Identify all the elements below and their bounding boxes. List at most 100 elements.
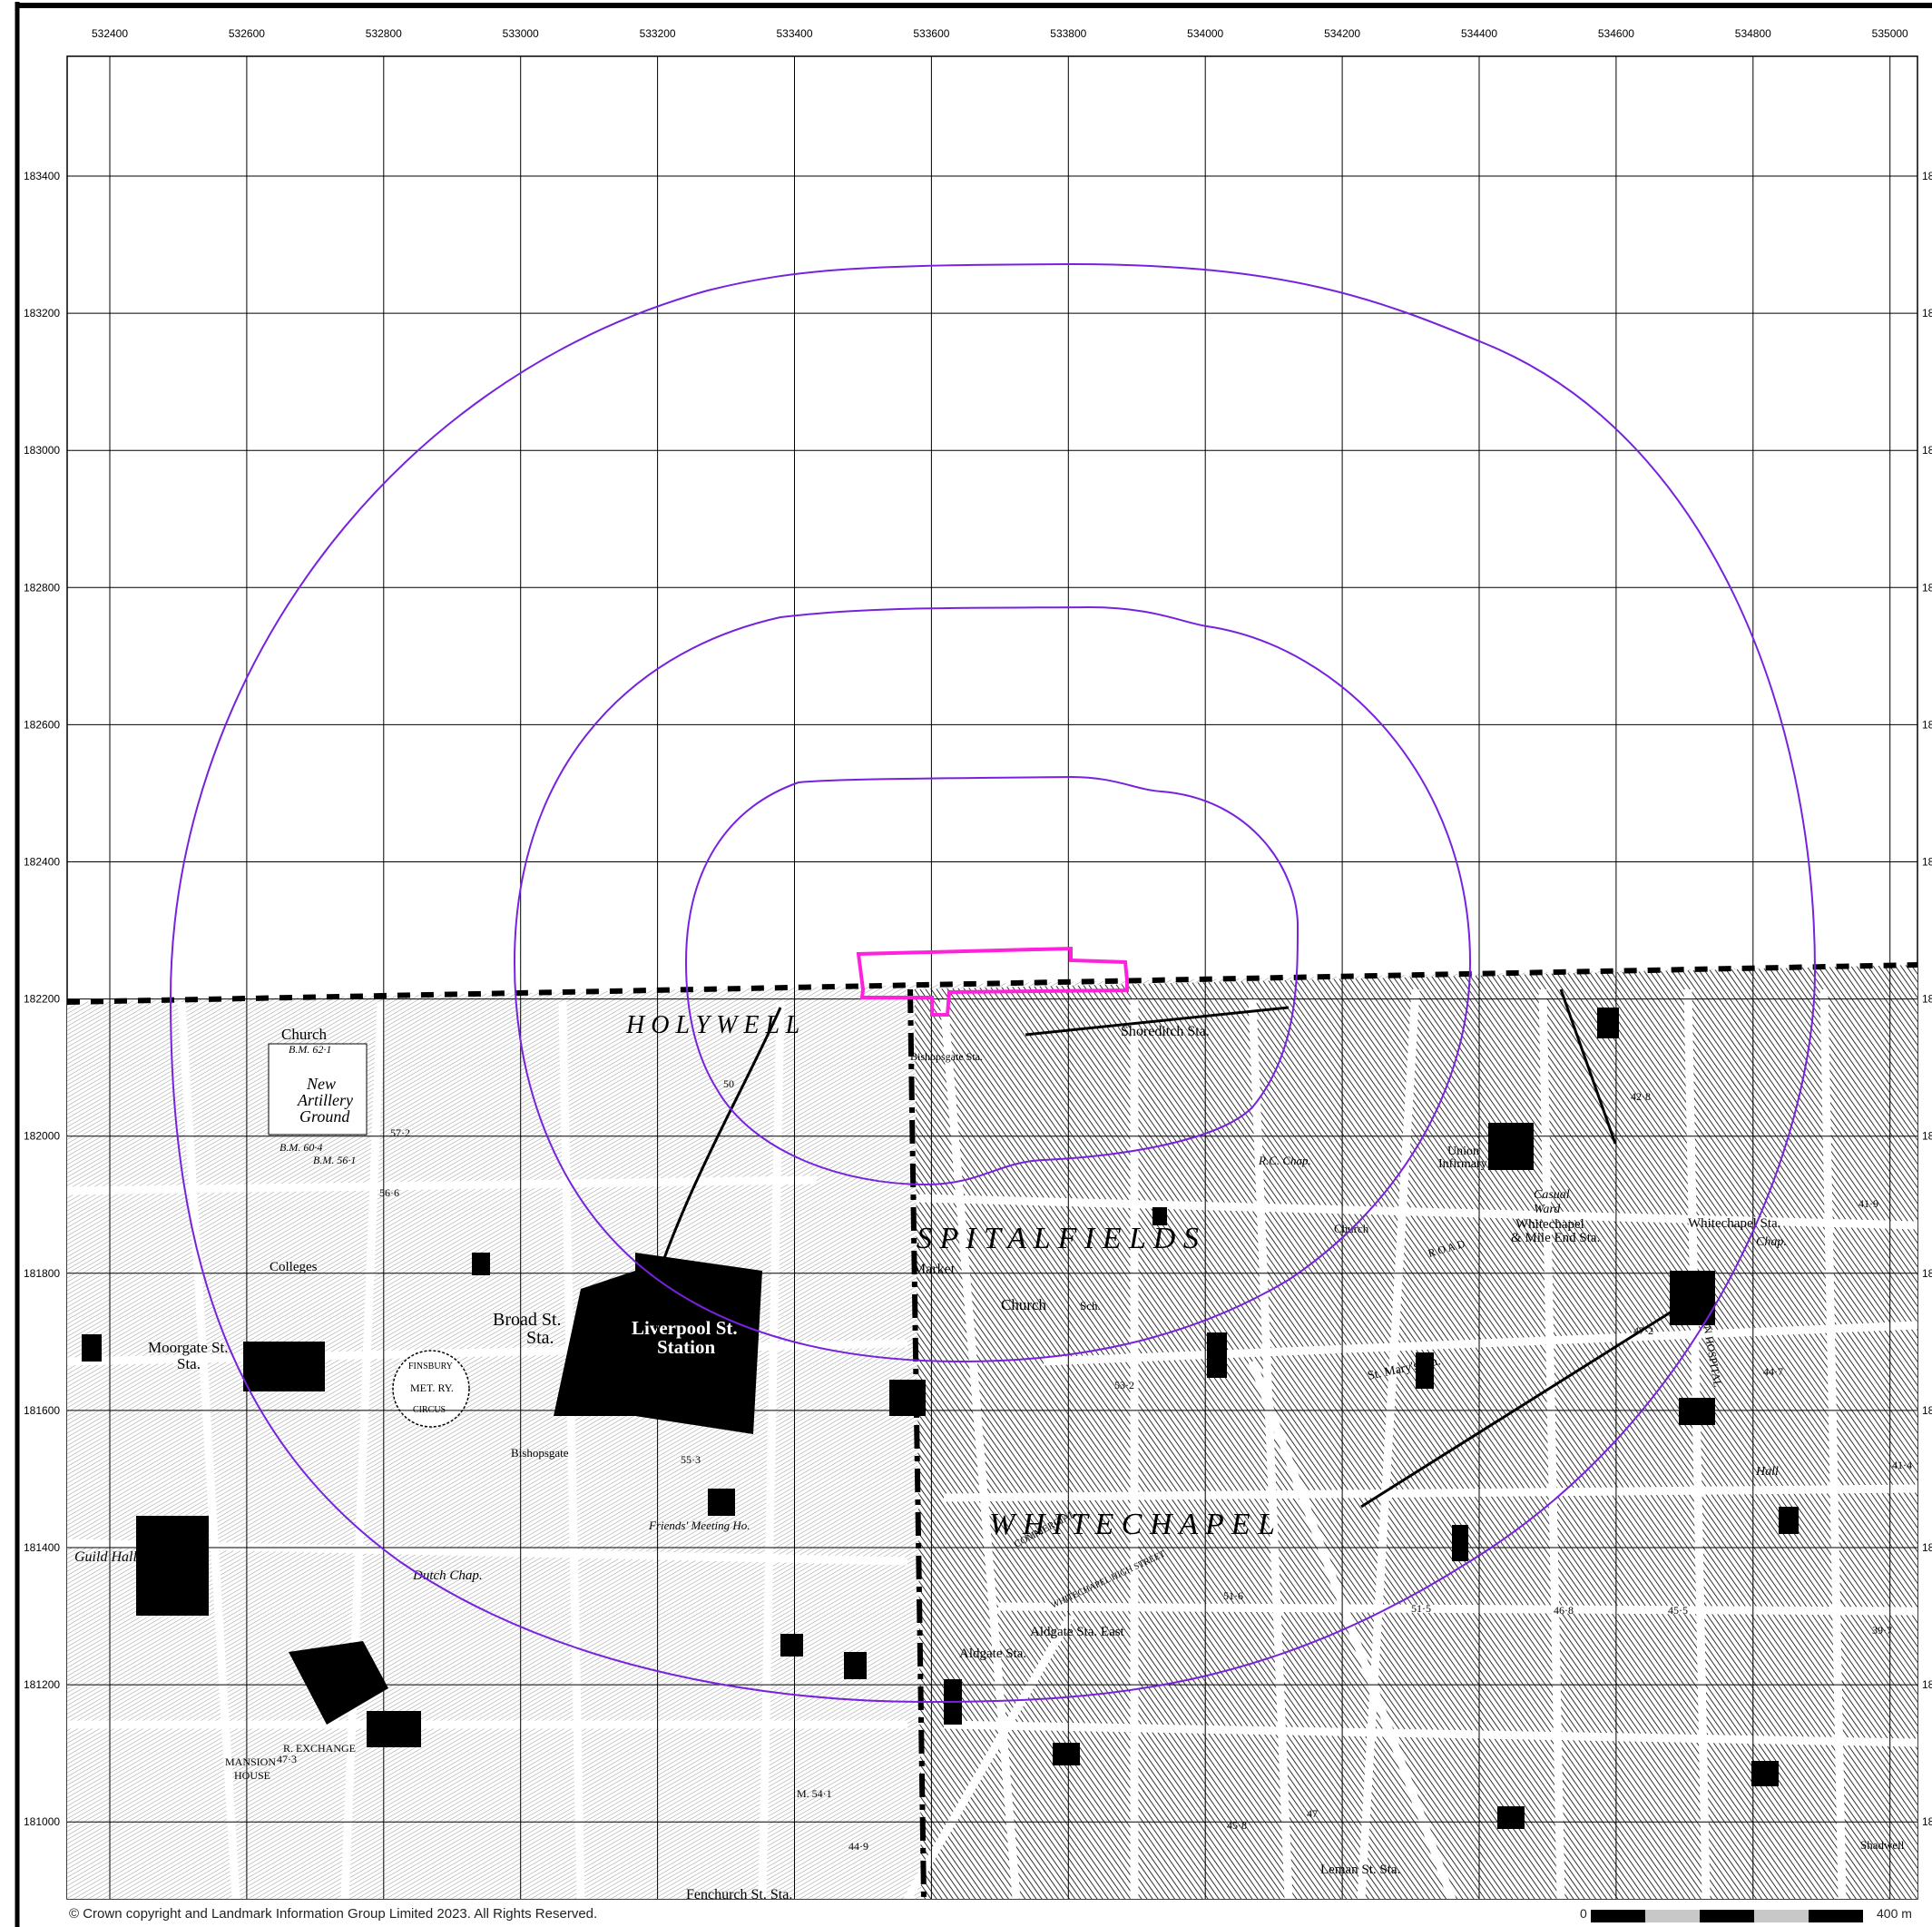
label-mansion-2: HOUSE: [234, 1769, 270, 1782]
label-shoreditch: Shoreditch Sta.: [1121, 1024, 1210, 1039]
label-rc-chap: R.C. Chap.: [1258, 1154, 1311, 1167]
spot-height-8: 55·3: [681, 1453, 701, 1466]
label-colleges: Colleges: [270, 1260, 318, 1274]
spot-height-20: 56·6: [379, 1186, 399, 1199]
label-holywell: H O L Y W E L L: [625, 1011, 799, 1039]
label-shadwell: Shadwell: [1860, 1838, 1905, 1852]
easting-label: 532400: [92, 27, 128, 40]
easting-label: 533600: [913, 27, 949, 40]
northing-label-right: 18: [1922, 1404, 1932, 1417]
northing-label-right: 18: [1922, 1130, 1932, 1143]
label-bm-w1: B.M. 60·4: [280, 1141, 322, 1154]
northing-label-right: 18: [1922, 444, 1932, 457]
label-moorgate: Moorgate St.: [148, 1339, 228, 1356]
map-base-east: [915, 965, 1917, 1899]
label-dutch-chap: Dutch Chap.: [412, 1568, 483, 1583]
label-exchange: R. EXCHANGE: [283, 1742, 356, 1755]
spot-height-17: 51·5: [1411, 1602, 1431, 1615]
easting-label: 534600: [1598, 27, 1634, 40]
label-broad-sta: Sta.: [526, 1328, 554, 1348]
easting-label: 533800: [1050, 27, 1086, 40]
northing-label: 182600: [24, 718, 60, 731]
road-network: [67, 988, 1917, 1899]
spot-height-11: M. 54·1: [797, 1787, 832, 1800]
buffer-ring-outer: [169, 262, 1817, 1704]
label-church-mid: Church: [1001, 1296, 1047, 1313]
label-bm-w2: B.M. 56·1: [313, 1154, 356, 1166]
spot-height-6: 47·3: [277, 1753, 297, 1765]
northing-label: 181400: [24, 1541, 60, 1554]
spot-height-3: 45·5: [1668, 1604, 1688, 1617]
easting-label: 532800: [366, 27, 402, 40]
label-moorgate-sta: Sta.: [177, 1355, 201, 1372]
spot-height-7: 49·6: [603, 1391, 623, 1403]
parish-boundary: [907, 988, 927, 1899]
easting-label: 534200: [1324, 27, 1360, 40]
spot-height-13: 39·7: [1872, 1624, 1892, 1637]
label-hall: Hall: [1755, 1465, 1779, 1479]
northing-label: 182800: [24, 581, 60, 594]
label-artillery-1: New: [306, 1075, 336, 1093]
label-aldgate-east: Aldgate Sta. East: [1030, 1625, 1125, 1639]
northing-label: 181000: [24, 1815, 60, 1828]
northing-label: 183400: [24, 170, 60, 182]
spot-height-12: 44·7: [1763, 1365, 1783, 1378]
spot-height-10: 42·8: [1631, 1090, 1651, 1103]
spot-height-16: 50: [723, 1077, 734, 1090]
label-fenchurch: Fenchurch St. Sta.: [686, 1887, 792, 1902]
scale-bar: [1591, 1910, 1863, 1922]
northing-label: 182400: [24, 856, 60, 869]
easting-label: 534400: [1461, 27, 1497, 40]
northing-label-right: 18: [1922, 307, 1932, 320]
spot-height-14: 47: [1307, 1807, 1318, 1820]
northing-label: 181800: [24, 1267, 60, 1280]
label-bm-e: 41·9: [1858, 1197, 1878, 1210]
label-artillery-2: Artillery: [297, 1091, 353, 1109]
spot-height-18: 41·4: [1892, 1459, 1912, 1471]
historical-map-layer: H O L Y W E L L S P I T A L F I E L D S …: [67, 962, 1917, 1902]
easting-label: 535000: [1872, 27, 1908, 40]
easting-label: 533000: [503, 27, 539, 40]
spot-height-2: 46·8: [1554, 1604, 1574, 1617]
northing-label: 181200: [24, 1678, 60, 1691]
northing-label-right: 18: [1922, 1678, 1932, 1691]
northing-label: 182000: [24, 1130, 60, 1143]
easting-label: 534800: [1735, 27, 1771, 40]
easting-label: 532600: [229, 27, 265, 40]
label-artillery-3: Ground: [299, 1107, 350, 1126]
easting-label: 533400: [776, 27, 812, 40]
label-whitechapel-me: Whitechapel: [1515, 1217, 1584, 1232]
grid-labels: 532400 532600 532800 533000 533200 533400 5336…: [24, 27, 1932, 1828]
label-leman: Leman St. Sta.: [1320, 1863, 1400, 1877]
label-bishopsgate-sta: Bishopsgate Sta.: [910, 1050, 983, 1063]
label-bishopsgate: Bishopsgate: [511, 1446, 569, 1460]
label-casual-2: Ward: [1534, 1203, 1561, 1216]
label-casual-1: Casual: [1534, 1188, 1570, 1202]
spot-height-5: 44·9: [848, 1840, 868, 1853]
northing-label-right: 18: [1922, 856, 1932, 869]
label-mansion-1: MANSION: [225, 1755, 276, 1768]
northing-label-right: 18: [1922, 1541, 1932, 1554]
northing-label-right: 18: [1922, 1267, 1932, 1280]
northing-label: 182200: [24, 993, 60, 1006]
buffer-ring-middle: [513, 605, 1472, 1363]
railway-lines: [652, 988, 1680, 1509]
northing-label-right: 18: [1922, 170, 1932, 182]
label-chap-e: Chap.: [1756, 1235, 1787, 1249]
map-labels: H O L Y W E L L S P I T A L F I E L D S …: [74, 1011, 1912, 1902]
scale-end-label: 400 m: [1877, 1906, 1912, 1921]
northing-label-right: 18: [1922, 581, 1932, 594]
building-blocks: [82, 1008, 1799, 1829]
spot-height-1: 53·2: [1114, 1379, 1134, 1391]
label-aldgate: Aldgate Sta.: [959, 1647, 1026, 1661]
buffer-rings: [169, 262, 1817, 1704]
label-guildhall: Guild Hall: [74, 1549, 137, 1565]
spot-height-4: 51·6: [1223, 1589, 1243, 1602]
label-liverpool-station: Station: [657, 1336, 716, 1358]
northing-label: 181600: [24, 1404, 60, 1417]
label-spitalfields: S P I T A L F I E L D S: [917, 1222, 1199, 1255]
spot-height-9: 57·2: [390, 1126, 410, 1139]
northing-label-right: 18: [1922, 993, 1932, 1006]
easting-label: 533200: [640, 27, 676, 40]
